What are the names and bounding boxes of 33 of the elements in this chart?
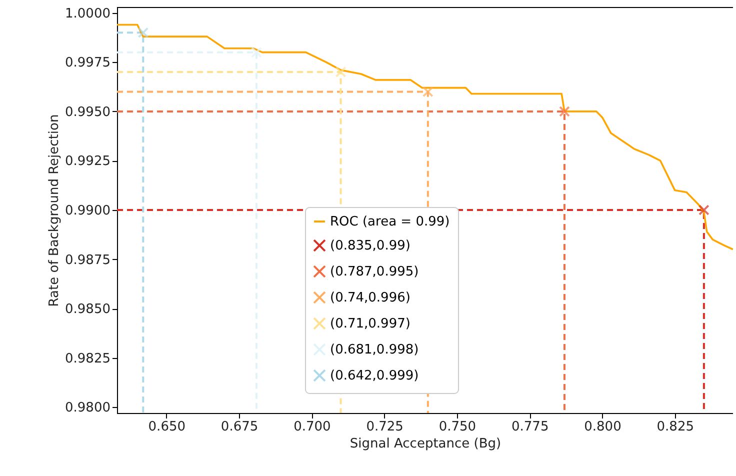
x-tick-label: 0.675 <box>220 420 258 434</box>
legend-label: (0.74,0.996) <box>330 290 410 306</box>
x-tick-label: 0.775 <box>511 420 549 434</box>
x-tick-label: 0.700 <box>294 420 331 434</box>
point <box>335 66 346 78</box>
line-series <box>117 24 733 250</box>
point <box>422 86 434 98</box>
y-tick-label: 0.9800 <box>65 400 110 416</box>
y-tick-label: 0.9825 <box>65 351 110 366</box>
point <box>251 46 262 58</box>
x-axis-title: Signal Acceptance (Bg) <box>350 436 502 452</box>
legend-label: (0.71,0.997) <box>330 316 410 332</box>
point <box>559 106 570 117</box>
legend-label: (0.642,0.999) <box>330 368 419 384</box>
point <box>138 27 149 38</box>
y-tick-label: 0.9850 <box>65 302 110 318</box>
legend-label: (0.835,0.99) <box>330 238 410 254</box>
legend-label: (0.681,0.998) <box>330 342 419 358</box>
x-tick-label: 0.725 <box>366 420 404 434</box>
y-axis-title: Rate of Background Rejection <box>47 114 62 307</box>
x-tick-label: 0.750 <box>438 420 476 434</box>
legend-label: (0.787,0.995) <box>330 264 419 280</box>
x-tick-label: 0.825 <box>656 420 694 434</box>
y-tick-label: 0.9875 <box>65 252 110 268</box>
legend-label: ROC (area = 0.99) <box>330 214 450 230</box>
y-tick-label: 0.9975 <box>65 56 110 71</box>
point <box>698 204 710 216</box>
y-tick-label: 1.0000 <box>65 6 110 22</box>
y-tick-label: 0.9925 <box>65 154 110 170</box>
y-tick-label: 0.9900 <box>65 204 110 218</box>
x-tick-label: 0.650 <box>148 420 186 434</box>
x-tick-label: 0.800 <box>584 420 622 434</box>
y-tick-label: 0.9950 <box>65 104 110 120</box>
